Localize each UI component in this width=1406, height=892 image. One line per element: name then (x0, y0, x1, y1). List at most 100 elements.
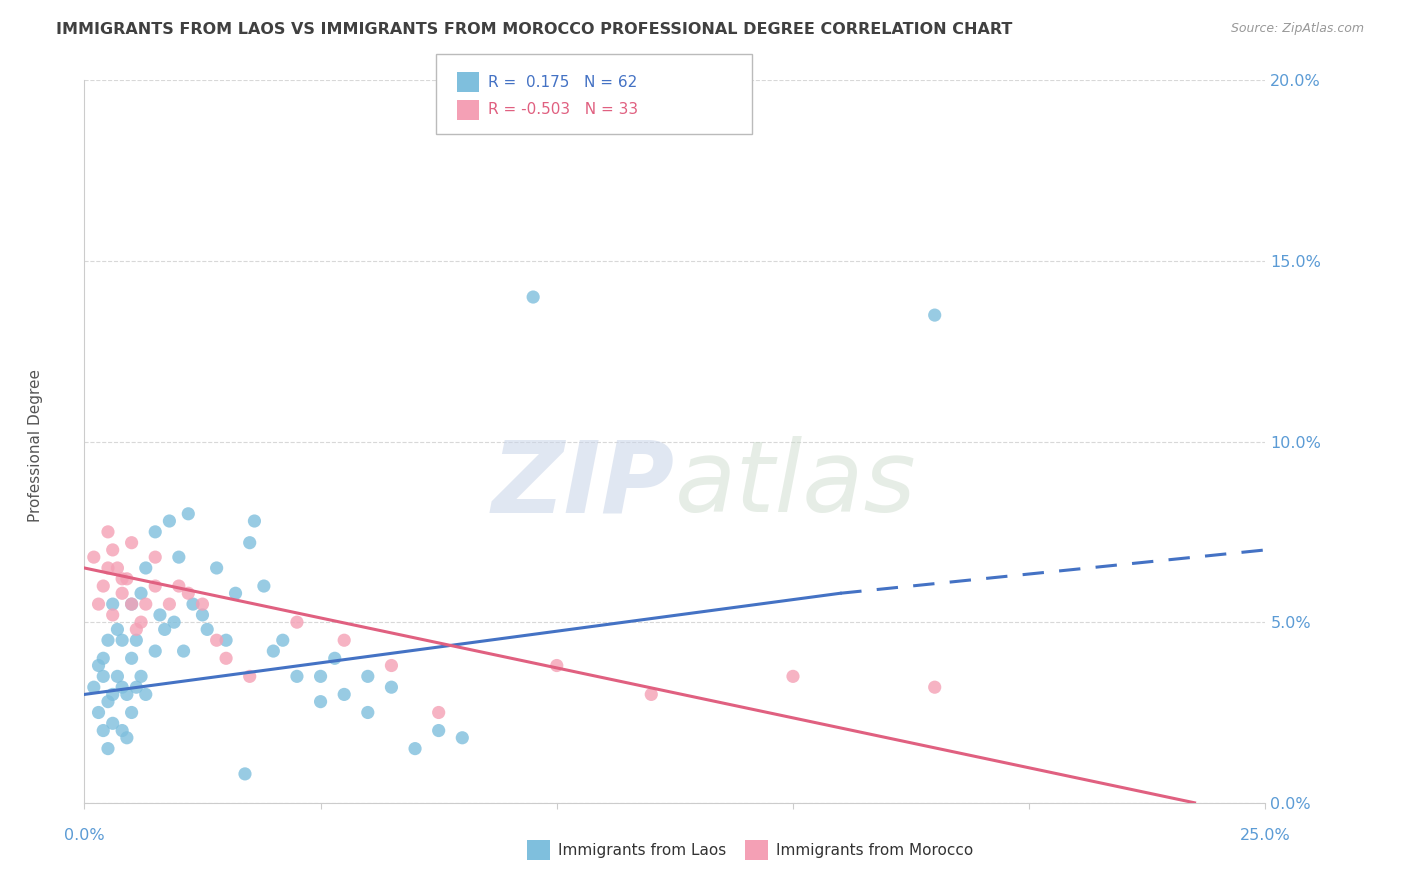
Point (87, 706, 110, 720)
Point (323, 651, 346, 665)
Text: 0.0%: 0.0% (65, 828, 104, 843)
Point (333, 633, 356, 648)
Point (91, 651, 114, 665)
Point (143, 644, 166, 658)
Point (111, 633, 134, 648)
Point (427, 723, 450, 738)
Point (153, 623, 176, 637)
Point (101, 542, 124, 557)
Point (163, 615, 186, 630)
Point (357, 706, 380, 720)
Point (115, 572, 138, 586)
Point (205, 633, 228, 648)
Point (111, 586, 134, 600)
Point (129, 586, 152, 600)
Point (115, 731, 138, 745)
Text: Source: ZipAtlas.com: Source: ZipAtlas.com (1230, 22, 1364, 36)
Point (225, 586, 247, 600)
Point (97, 695, 120, 709)
Point (135, 597, 157, 611)
Point (233, 767, 256, 781)
Point (243, 514, 266, 528)
Point (173, 644, 195, 658)
Point (181, 597, 204, 611)
Text: R =  0.175   N = 62: R = 0.175 N = 62 (488, 75, 637, 89)
Point (135, 687, 157, 701)
Point (125, 680, 148, 694)
Point (111, 572, 134, 586)
Point (195, 623, 218, 637)
Point (285, 615, 308, 630)
Point (215, 633, 238, 648)
Point (125, 633, 148, 648)
Point (380, 680, 402, 694)
Point (177, 586, 200, 600)
Point (253, 579, 276, 593)
Point (87, 597, 110, 611)
Point (97, 633, 120, 648)
Point (83, 680, 105, 694)
Point (782, 669, 804, 683)
Point (640, 687, 662, 701)
Text: Immigrants from Morocco: Immigrants from Morocco (776, 843, 973, 857)
Text: R = -0.503   N = 33: R = -0.503 N = 33 (488, 103, 638, 117)
Point (101, 607, 124, 622)
Point (191, 607, 214, 622)
Point (125, 623, 148, 637)
Point (121, 597, 143, 611)
Point (271, 633, 294, 648)
Point (262, 644, 284, 658)
Text: atlas: atlas (675, 436, 917, 533)
Point (522, 290, 544, 304)
Point (333, 687, 356, 701)
Point (111, 680, 134, 694)
Point (107, 623, 129, 637)
Point (143, 579, 166, 593)
Point (167, 550, 190, 565)
Point (157, 597, 180, 611)
Point (83, 550, 105, 565)
Point (149, 607, 172, 622)
Point (91, 579, 114, 593)
Point (285, 669, 308, 683)
Point (357, 669, 380, 683)
Point (115, 687, 138, 701)
Point (111, 723, 134, 738)
Point (404, 741, 426, 756)
Point (177, 507, 200, 521)
Point (97, 561, 120, 575)
Point (107, 669, 129, 683)
Text: Professional Degree: Professional Degree (28, 369, 42, 523)
Point (87, 658, 110, 673)
Point (451, 731, 474, 745)
Point (215, 651, 238, 665)
Point (135, 561, 157, 575)
Point (121, 706, 143, 720)
Point (143, 550, 166, 565)
Point (157, 514, 180, 528)
Point (121, 597, 143, 611)
Point (309, 695, 332, 709)
Text: ZIP: ZIP (492, 436, 675, 533)
Point (239, 535, 262, 549)
Point (121, 651, 143, 665)
Point (101, 687, 124, 701)
Point (129, 615, 152, 630)
Point (97, 524, 120, 539)
Text: Immigrants from Laos: Immigrants from Laos (558, 843, 727, 857)
Point (91, 723, 114, 738)
Point (924, 308, 946, 322)
Point (546, 658, 568, 673)
Point (143, 524, 166, 539)
Text: 25.0%: 25.0% (1240, 828, 1291, 843)
Point (101, 716, 124, 731)
Point (91, 669, 114, 683)
Point (924, 680, 946, 694)
Point (380, 658, 402, 673)
Point (191, 597, 214, 611)
Text: IMMIGRANTS FROM LAOS VS IMMIGRANTS FROM MOROCCO PROFESSIONAL DEGREE CORRELATION : IMMIGRANTS FROM LAOS VS IMMIGRANTS FROM … (56, 22, 1012, 37)
Point (427, 706, 450, 720)
Point (167, 579, 190, 593)
Point (121, 535, 143, 549)
Point (239, 669, 262, 683)
